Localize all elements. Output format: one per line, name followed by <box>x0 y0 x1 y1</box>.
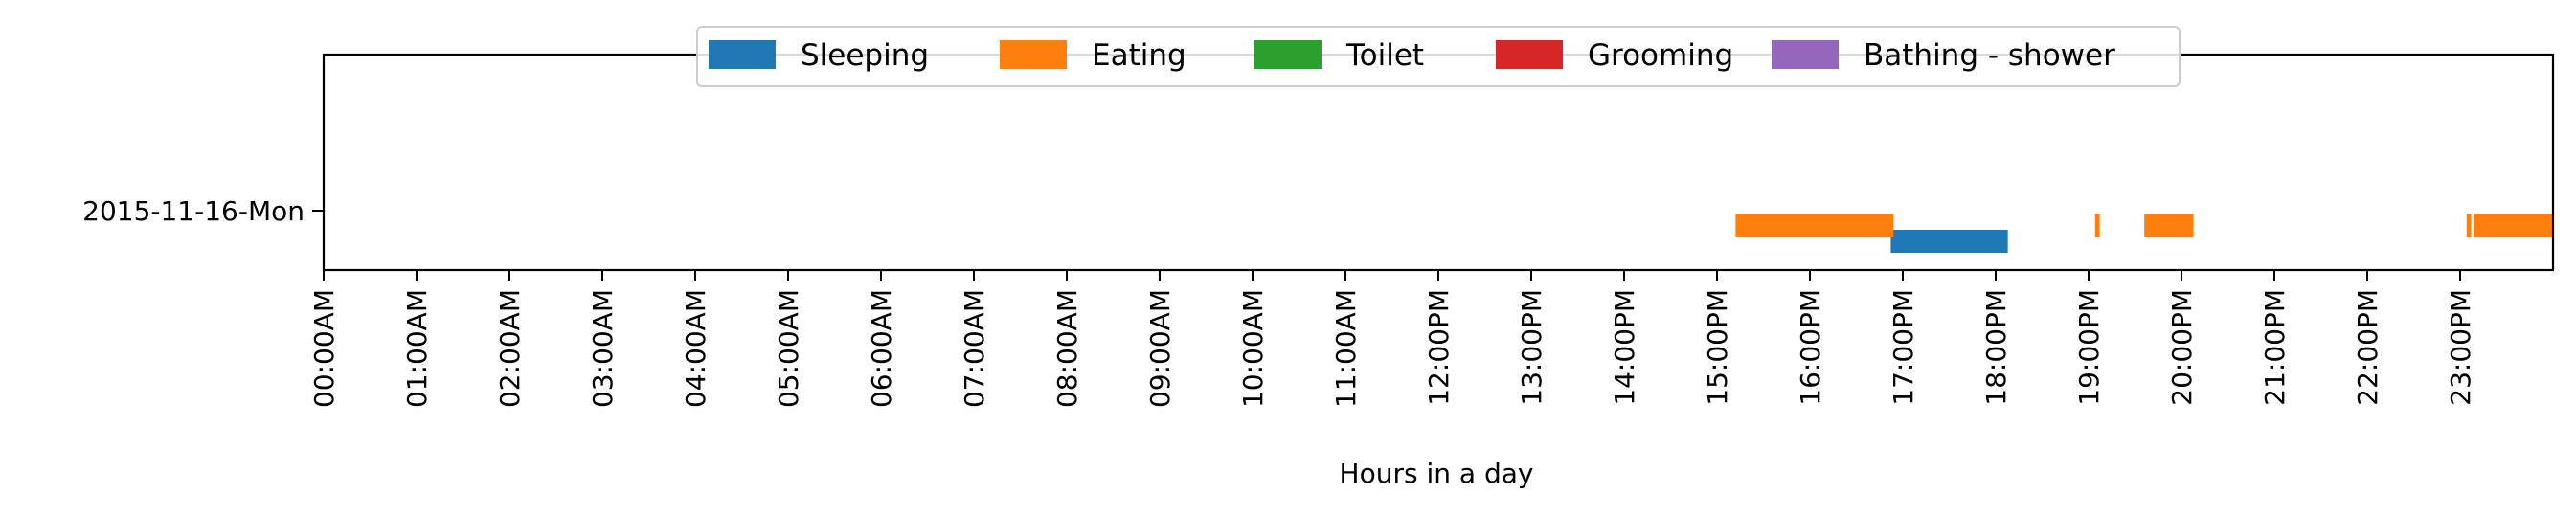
legend-swatch-sleeping <box>709 40 776 69</box>
x-tick-label: 15:00PM <box>1702 289 1733 406</box>
y-axis: 2015-11-16-Mon <box>82 195 324 227</box>
legend-label-sleeping: Sleeping <box>801 38 929 73</box>
x-tick-label: 22:00PM <box>2352 289 2384 406</box>
bar-eating-4 <box>2474 214 2553 237</box>
x-tick-label: 21:00PM <box>2259 289 2291 406</box>
x-tick-label: 06:00AM <box>866 289 897 408</box>
x-tick-label: 08:00AM <box>1051 289 1083 408</box>
x-tick-label: 10:00AM <box>1237 289 1269 408</box>
legend-swatch-toilet <box>1254 40 1322 69</box>
x-tick-label: 09:00AM <box>1144 289 1176 408</box>
legend-swatch-eating <box>1000 40 1067 69</box>
x-tick-label: 18:00PM <box>1980 289 2012 406</box>
bar-sleeping-0 <box>1890 230 2008 253</box>
bar-eating-3 <box>2466 214 2472 237</box>
x-tick-label: 19:00PM <box>2073 289 2105 406</box>
legend-swatch-grooming <box>1496 40 1563 69</box>
x-tick-label: 02:00AM <box>494 289 526 408</box>
x-axis-title: Hours in a day <box>1340 458 1534 489</box>
x-tick-label: 13:00PM <box>1516 289 1548 406</box>
legend-swatch-bathing-shower <box>1772 40 1839 69</box>
legend-label-eating: Eating <box>1092 38 1186 73</box>
x-tick-label: 23:00PM <box>2445 289 2476 406</box>
x-tick-label: 16:00PM <box>1795 289 1826 406</box>
legend-label-toilet: Toilet <box>1345 38 1424 73</box>
legend-label-grooming: Grooming <box>1588 38 1733 73</box>
x-axis: 00:00AM 01:00AM 02:00AM 03:00AM 04:00AM 05:00… <box>308 270 2476 408</box>
legend: Sleeping Eating Toilet Grooming Bathing - sh… <box>696 26 2181 87</box>
bar-eating-1 <box>2094 214 2100 237</box>
x-tick-label: 04:00AM <box>680 289 712 408</box>
legend-label-bathing-shower: Bathing - shower <box>1864 38 2115 73</box>
bar-eating-2 <box>2144 214 2194 237</box>
y-tick-label: 2015-11-16-Mon <box>82 195 305 227</box>
x-tick-label: 20:00PM <box>2166 289 2198 406</box>
x-tick-label: 05:00AM <box>773 289 804 408</box>
x-tick-label: 14:00PM <box>1609 289 1640 406</box>
x-tick-label: 12:00PM <box>1423 289 1455 406</box>
x-tick-label: 11:00AM <box>1330 289 1362 408</box>
bar-eating-0 <box>1735 214 1894 237</box>
x-tick-label: 07:00AM <box>959 289 990 408</box>
x-tick-label: 03:00AM <box>587 289 619 408</box>
x-tick-label: 17:00PM <box>1887 289 1919 406</box>
x-tick-label: 00:00AM <box>308 289 340 408</box>
x-tick-label: 01:00AM <box>401 289 433 408</box>
